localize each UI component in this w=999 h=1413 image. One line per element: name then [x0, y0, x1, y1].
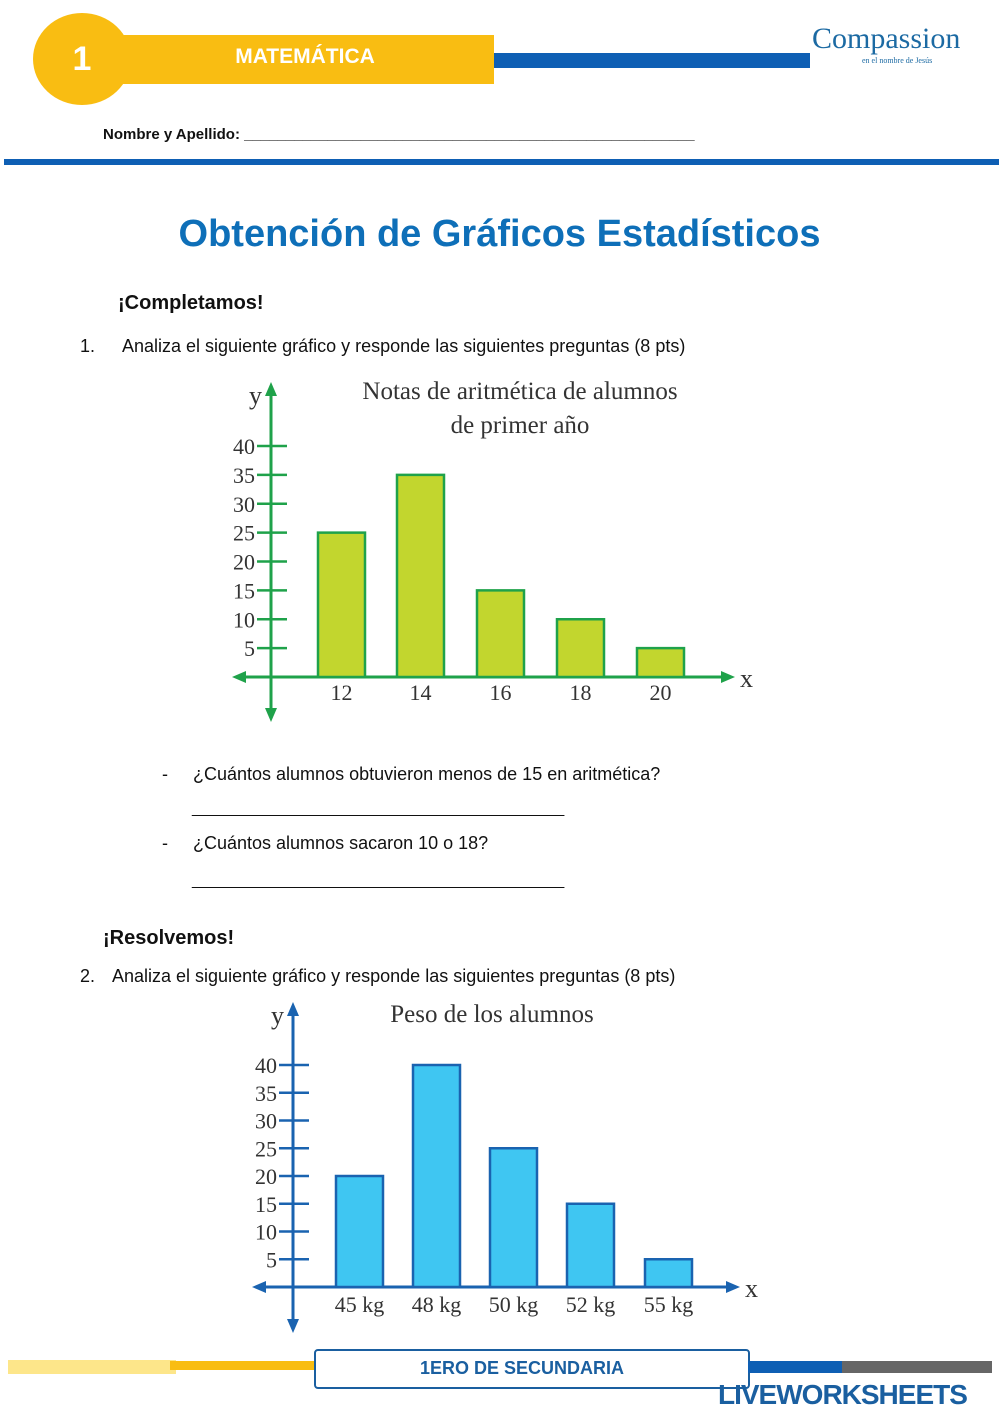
x-tick-label: 55 kg	[644, 1292, 694, 1317]
footer-level: 1ERO DE SECUNDARIA	[420, 1358, 625, 1378]
q1-text: ¿Cuántos alumnos obtuvieron menos de 15 …	[193, 764, 661, 784]
name-field[interactable]: Nombre y Apellido: _____________________…	[103, 126, 695, 143]
x-axis-right-arrow-icon	[721, 671, 735, 683]
bar	[334, 1174, 385, 1289]
footer-stripe-yellow	[170, 1361, 315, 1370]
x-tick-label: 20	[650, 680, 672, 705]
y-axis-up-arrow-icon	[265, 382, 277, 396]
y-tick-label: 30	[233, 492, 255, 517]
y-tick-label: 5	[244, 636, 255, 661]
y-tick-label: 25	[255, 1136, 277, 1161]
bar	[555, 618, 606, 679]
y-tick-label: 40	[233, 434, 255, 459]
x-axis-left-arrow-icon	[232, 671, 246, 683]
y-tick-label: 40	[255, 1053, 277, 1078]
header-rule	[4, 159, 999, 165]
logo-tagline: en el nombre de Jesús	[862, 56, 933, 65]
y-tick-label: 30	[255, 1109, 277, 1134]
x-tick-label: 52 kg	[566, 1292, 616, 1317]
bar	[475, 589, 526, 679]
unit-badge	[33, 13, 131, 105]
y-tick-label: 35	[255, 1081, 277, 1106]
y-axis-label: y	[249, 381, 262, 410]
chart-title: Notas de aritmética de alumnos	[362, 378, 677, 405]
x-tick-label: 45 kg	[335, 1292, 385, 1317]
x-tick-label: 48 kg	[412, 1292, 462, 1317]
x-axis-right-arrow-icon	[726, 1281, 740, 1293]
logo-brand: Compassion	[812, 22, 961, 55]
header-divider	[494, 53, 810, 68]
page-title: Obtención de Gráficos Estadísticos	[178, 213, 821, 255]
x-axis-label: x	[745, 1274, 758, 1303]
footer-stripe-gray	[842, 1361, 992, 1373]
chart-title: de primer año	[451, 412, 590, 439]
x-tick-label: 18	[570, 680, 592, 705]
bar	[488, 1147, 539, 1289]
liveworksheets-watermark: LIVEWORKSHEETS	[718, 1379, 968, 1410]
x-tick-label: 12	[331, 680, 353, 705]
section2-heading: ¡Resolvemos!	[103, 927, 235, 949]
y-tick-label: 5	[266, 1247, 277, 1272]
q2-bullet: -	[162, 833, 168, 853]
bar	[395, 473, 446, 679]
y-tick-label: 15	[233, 578, 255, 603]
section1-heading: ¡Completamos!	[118, 292, 264, 314]
y-tick-label: 10	[233, 607, 255, 632]
unit-number: 1	[72, 40, 92, 78]
footer-stripe-light	[8, 1360, 176, 1374]
bar	[643, 1258, 694, 1289]
x-axis-label: x	[740, 664, 753, 693]
bar	[316, 531, 367, 679]
y-tick-label: 15	[255, 1192, 277, 1217]
y-axis-down-arrow-icon	[265, 708, 277, 722]
subject-banner	[116, 35, 494, 84]
x-tick-label: 16	[490, 680, 512, 705]
footer-level-box	[314, 1349, 750, 1389]
item2-number: 2.	[80, 966, 96, 986]
bar	[411, 1063, 462, 1289]
y-tick-label: 20	[255, 1164, 277, 1189]
y-tick-label: 35	[233, 463, 255, 488]
y-tick-label: 10	[255, 1220, 277, 1245]
y-axis-up-arrow-icon	[287, 1002, 299, 1016]
x-axis-left-arrow-icon	[252, 1281, 266, 1293]
chart-title: Peso de los alumnos	[390, 1001, 593, 1028]
q1-answer-line[interactable]: ________________________________________…	[192, 800, 564, 817]
bar	[635, 646, 686, 679]
footer-stripe-blue	[748, 1361, 842, 1373]
x-tick-label: 50 kg	[489, 1292, 539, 1317]
item2-instruction: Analiza el siguiente gráfico y responde …	[112, 966, 676, 986]
compassion-logo: Compassion en el nombre de Jesús	[812, 22, 960, 66]
item1-instruction: Analiza el siguiente gráfico y responde …	[122, 336, 686, 356]
bar	[565, 1202, 616, 1289]
y-axis-down-arrow-icon	[287, 1319, 299, 1333]
y-axis-label: y	[271, 1001, 284, 1030]
q1-bullet: -	[162, 764, 168, 784]
q2-text: ¿Cuántos alumnos sacaron 10 o 18?	[193, 833, 489, 853]
subject-label: MATEMÁTICA	[235, 45, 375, 68]
y-tick-label: 25	[233, 521, 255, 546]
y-tick-label: 20	[233, 550, 255, 575]
item1-number: 1.	[80, 336, 96, 356]
q2-answer-line[interactable]: ________________________________________…	[192, 872, 564, 889]
x-tick-label: 14	[410, 680, 432, 705]
